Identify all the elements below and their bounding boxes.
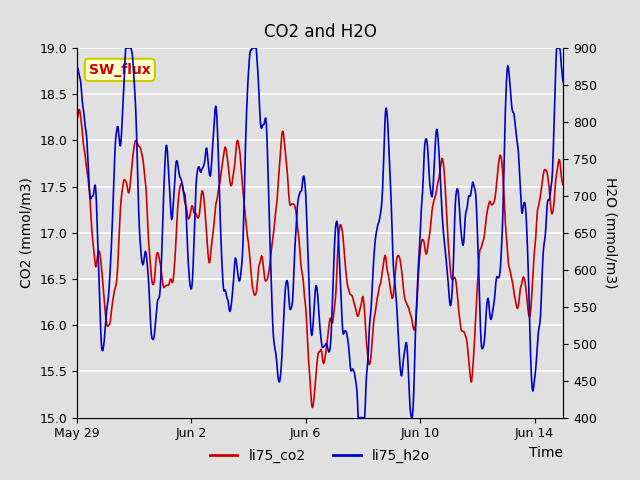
Text: SW_flux: SW_flux (89, 63, 150, 77)
Y-axis label: CO2 (mmol/m3): CO2 (mmol/m3) (20, 178, 34, 288)
X-axis label: Time: Time (529, 446, 563, 460)
Legend: li75_co2, li75_h2o: li75_co2, li75_h2o (204, 443, 436, 468)
Y-axis label: H2O (mmol/m3): H2O (mmol/m3) (604, 177, 618, 288)
Title: CO2 and H2O: CO2 and H2O (264, 23, 376, 41)
